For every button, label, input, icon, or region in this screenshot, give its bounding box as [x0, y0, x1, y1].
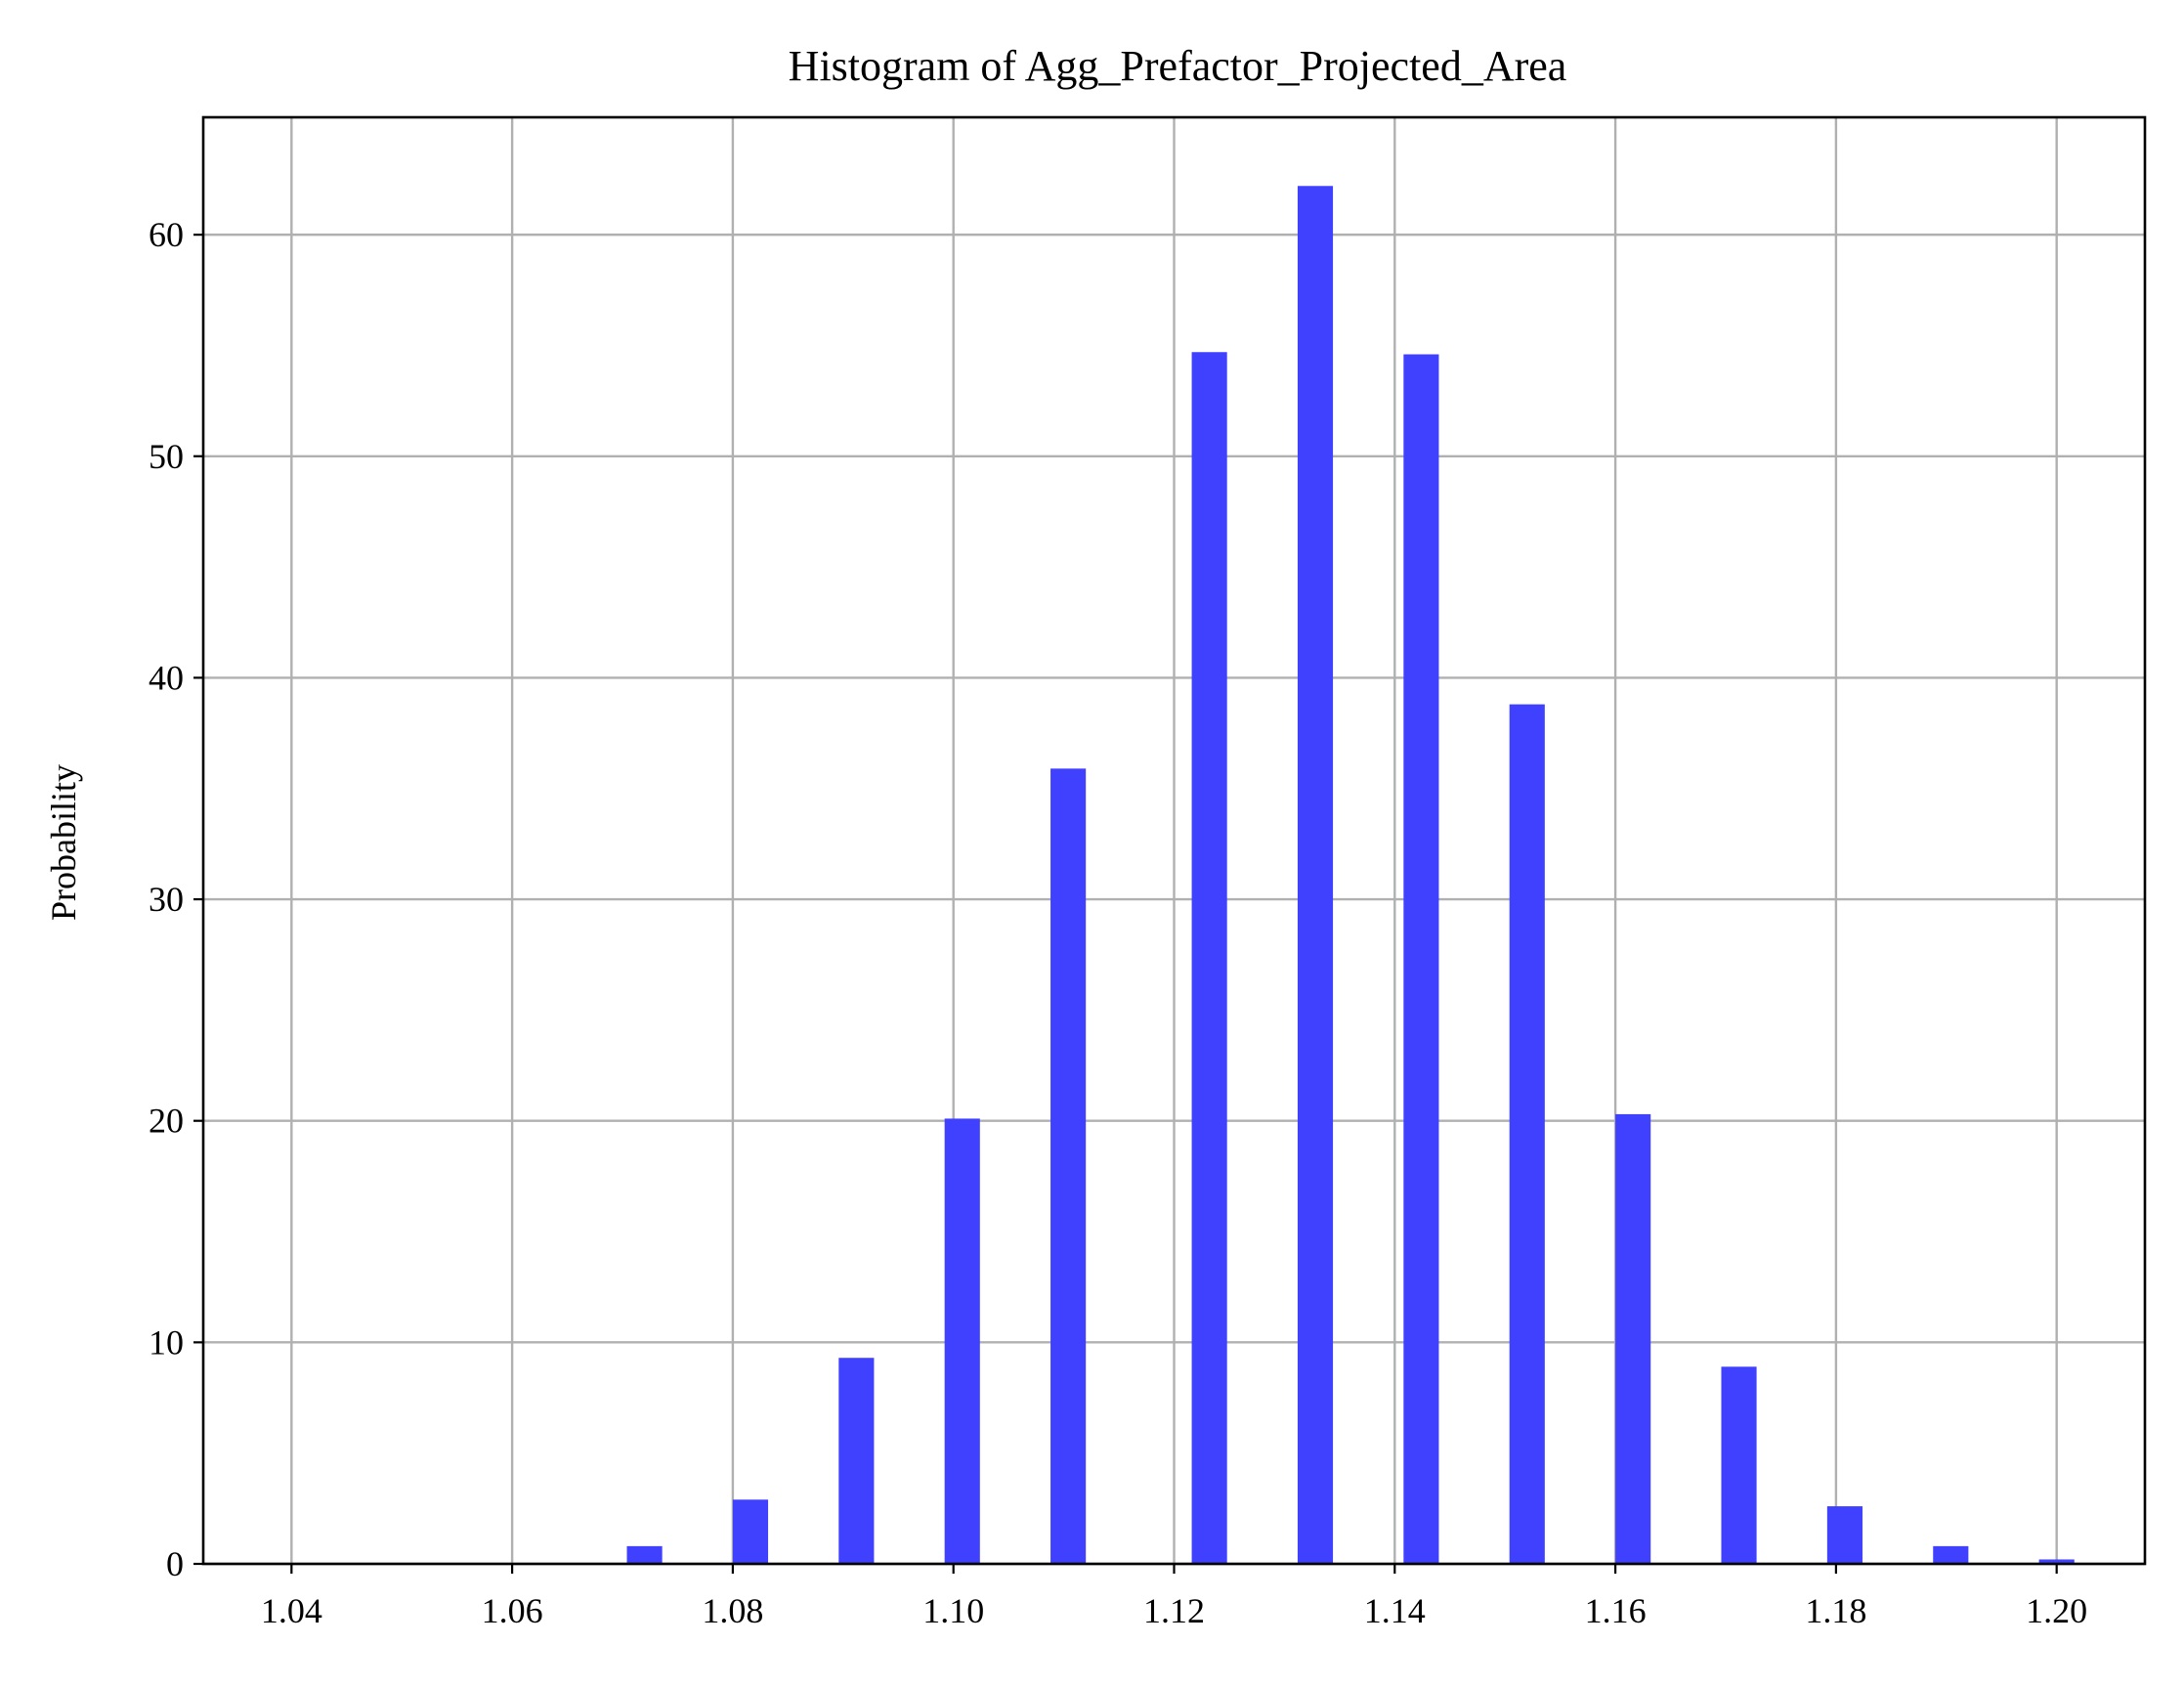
histogram-bar [626, 1545, 663, 1564]
x-axis-ticks: 1.04 1.06 1.08 1.10 1.12 1.14 1.16 1.18 1.20 [261, 1564, 2087, 1630]
x-tick-label: 1.20 [2026, 1591, 2087, 1630]
y-tick-label: 60 [149, 215, 184, 254]
histogram-bar [1050, 768, 1087, 1564]
x-tick-label: 1.08 [702, 1591, 763, 1630]
histogram-bar [2038, 1559, 2075, 1564]
histogram-bar [1615, 1113, 1651, 1564]
histogram-bar [1826, 1506, 1863, 1564]
y-tick-label: 10 [149, 1322, 184, 1362]
histogram-bar [1297, 186, 1334, 1564]
histogram-bar [1933, 1545, 1969, 1564]
grid-lines [203, 117, 2145, 1566]
y-tick-label: 0 [166, 1544, 184, 1583]
x-tick-label: 1.10 [922, 1591, 984, 1630]
x-tick-label: 1.18 [1805, 1591, 1866, 1630]
x-tick-label: 1.14 [1364, 1591, 1426, 1630]
histogram-bars [626, 186, 2075, 1565]
histogram-bar [1509, 704, 1545, 1564]
histogram-bar [1191, 352, 1227, 1565]
histogram-bar [1721, 1366, 1757, 1564]
histogram-bar [1403, 354, 1439, 1564]
histogram-bar [944, 1118, 980, 1564]
y-tick-label: 40 [149, 658, 184, 697]
x-tick-label: 1.04 [261, 1591, 322, 1630]
y-axis-label: Probability [44, 764, 83, 921]
histogram-bar [838, 1358, 875, 1564]
y-tick-label: 30 [149, 880, 184, 919]
x-tick-label: 1.12 [1143, 1591, 1205, 1630]
y-tick-label: 50 [149, 437, 184, 476]
histogram-bar [732, 1499, 769, 1564]
y-axis-ticks: 0 10 20 30 40 50 60 [149, 215, 203, 1583]
chart-title: Histogram of Agg_Prefactor_Projected_Are… [789, 42, 1567, 90]
x-tick-label: 1.06 [482, 1591, 543, 1630]
x-tick-label: 1.16 [1585, 1591, 1647, 1630]
y-tick-label: 20 [149, 1102, 184, 1141]
